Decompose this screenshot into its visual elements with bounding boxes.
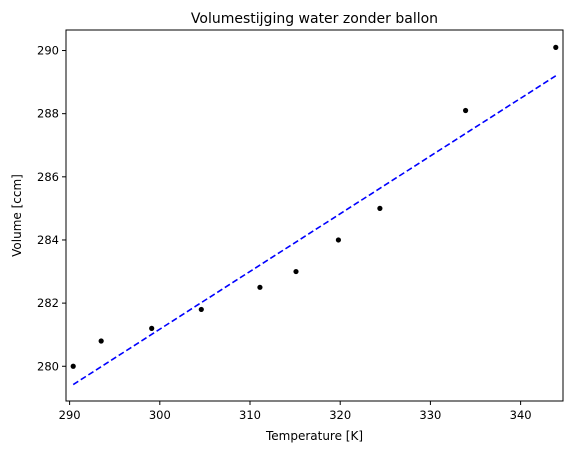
data-point	[553, 44, 559, 50]
data-point	[70, 363, 76, 369]
y-axis: 280 282 284 286 288 290	[37, 44, 66, 373]
data-point	[257, 284, 263, 290]
y-tick-label: 290	[37, 44, 59, 58]
data-point	[335, 237, 342, 243]
y-axis-label: Volume [ccm]	[10, 174, 24, 257]
x-tick-label: 300	[149, 408, 171, 422]
data-point	[149, 325, 155, 331]
data-point	[198, 306, 204, 313]
plot-frame	[65, 29, 564, 402]
chart-title: Volumestijging water zonder ballon	[191, 11, 438, 27]
data-point	[462, 107, 469, 114]
y-tick-label: 282	[37, 296, 59, 310]
y-tick-label: 280	[37, 359, 59, 373]
x-tick-label: 330	[419, 408, 441, 422]
data-point	[293, 268, 299, 275]
scatter-points	[70, 44, 559, 369]
x-tick-label: 310	[239, 408, 261, 422]
y-tick-label: 286	[37, 170, 59, 184]
x-tick-label: 320	[329, 408, 351, 422]
y-tick-label: 284	[37, 233, 59, 247]
data-point	[98, 338, 104, 344]
x-tick-label: 290	[59, 408, 81, 422]
y-tick-label: 288	[37, 107, 59, 121]
x-tick-label: 340	[510, 408, 532, 422]
fit-line	[72, 75, 557, 386]
x-axis: 290 300 310 320 330 340	[59, 401, 532, 422]
x-axis-label: Temperature [K]	[265, 429, 363, 443]
fit-line-layer	[72, 75, 557, 386]
data-point	[377, 205, 383, 211]
